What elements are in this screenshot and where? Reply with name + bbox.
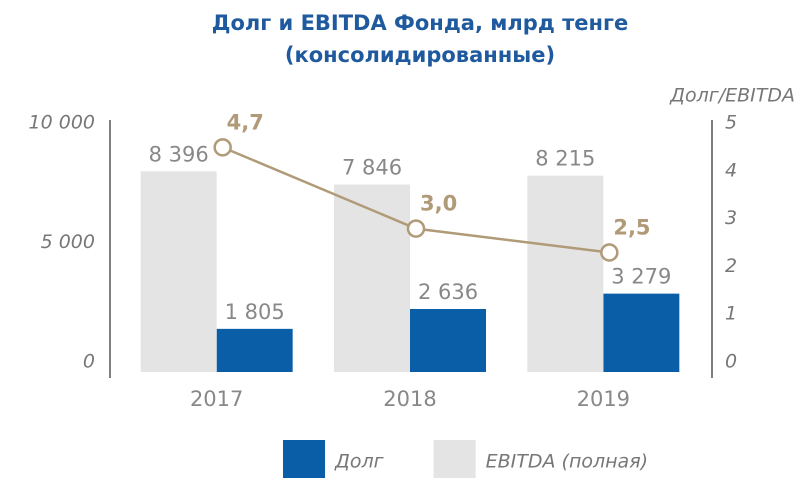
data-label: 8 396 — [149, 142, 209, 166]
y2-tick-label: 2 — [725, 255, 737, 277]
x-tick-label: 2017 — [190, 387, 243, 411]
data-label: 2,5 — [613, 216, 650, 240]
line-point — [406, 219, 426, 238]
data-label: 2 636 — [418, 280, 478, 304]
y2-axis-label: Долг/EBITDA — [669, 85, 795, 107]
legend-label: EBITDA (полная) — [486, 451, 648, 473]
data-label: 1 805 — [225, 300, 285, 324]
y2-tick-label: 3 — [725, 207, 737, 229]
data-label: 7 846 — [342, 155, 402, 179]
x-tick-label: 2018 — [383, 387, 436, 411]
line-point — [213, 138, 232, 157]
legend-swatch — [433, 440, 476, 478]
bar — [603, 293, 680, 372]
bar — [334, 184, 410, 372]
legend-label: Долг — [334, 451, 385, 473]
chart-title: (консолидированные) — [285, 43, 555, 67]
chart-title: Долг и EBITDA Фонда, млрд тенге — [212, 11, 628, 35]
bar — [527, 175, 604, 372]
data-label: 3,0 — [420, 192, 457, 216]
y-tick-label: 0 — [83, 351, 95, 373]
bar — [140, 171, 217, 372]
y-tick-label: 10 000 — [29, 112, 95, 134]
legend-swatch — [283, 440, 325, 478]
bar — [216, 328, 293, 372]
y-tick-label: 5 000 — [41, 231, 95, 253]
data-label: 8 215 — [535, 147, 595, 171]
x-tick-label: 2019 — [577, 387, 630, 411]
line-point — [600, 243, 619, 262]
data-label: 3 279 — [611, 265, 671, 289]
y2-tick-label: 1 — [725, 303, 737, 325]
bar — [410, 308, 486, 372]
y2-tick-label: 4 — [725, 159, 737, 181]
y2-tick-label: 5 — [725, 112, 737, 134]
data-label: 4,7 — [227, 110, 264, 134]
y2-tick-label: 0 — [725, 351, 737, 373]
